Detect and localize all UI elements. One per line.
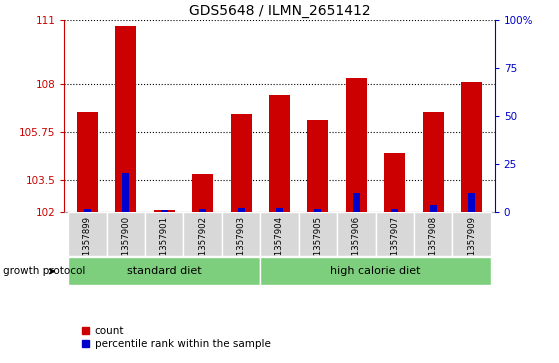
Bar bbox=[452, 212, 491, 256]
Bar bbox=[461, 82, 482, 212]
Bar bbox=[346, 78, 367, 212]
Text: GSM1357900: GSM1357900 bbox=[121, 216, 130, 274]
Bar bbox=[384, 152, 405, 212]
Bar bbox=[414, 212, 452, 256]
Bar bbox=[230, 114, 252, 212]
Legend: count, percentile rank within the sample: count, percentile rank within the sample bbox=[78, 322, 274, 353]
Text: GSM1357905: GSM1357905 bbox=[314, 216, 323, 274]
Bar bbox=[199, 208, 206, 212]
Bar bbox=[299, 212, 337, 256]
Bar bbox=[192, 174, 213, 212]
Bar bbox=[183, 212, 222, 256]
Bar bbox=[337, 212, 376, 256]
Text: GSM1357904: GSM1357904 bbox=[275, 216, 284, 274]
Title: GDS5648 / ILMN_2651412: GDS5648 / ILMN_2651412 bbox=[189, 4, 370, 17]
Text: GSM1357907: GSM1357907 bbox=[390, 216, 399, 274]
Bar bbox=[353, 193, 360, 212]
Bar bbox=[68, 212, 107, 256]
Bar bbox=[68, 257, 260, 285]
Bar bbox=[430, 205, 437, 212]
Bar bbox=[391, 208, 398, 212]
Bar bbox=[77, 112, 98, 212]
Text: GSM1357899: GSM1357899 bbox=[83, 216, 92, 274]
Bar bbox=[84, 208, 91, 212]
Text: GSM1357901: GSM1357901 bbox=[160, 216, 169, 274]
Bar bbox=[276, 208, 283, 212]
Bar bbox=[307, 121, 329, 212]
Text: GSM1357909: GSM1357909 bbox=[467, 216, 476, 274]
Bar bbox=[423, 112, 444, 212]
Bar bbox=[145, 212, 183, 256]
Text: GSM1357903: GSM1357903 bbox=[236, 216, 245, 274]
Text: GSM1357908: GSM1357908 bbox=[429, 216, 438, 274]
Bar bbox=[222, 212, 260, 256]
Bar bbox=[260, 257, 491, 285]
Bar bbox=[122, 173, 129, 212]
Bar bbox=[376, 212, 414, 256]
Bar bbox=[315, 208, 321, 212]
Bar bbox=[115, 26, 136, 212]
Text: GSM1357902: GSM1357902 bbox=[198, 216, 207, 274]
Bar bbox=[107, 212, 145, 256]
Text: high calorie diet: high calorie diet bbox=[330, 266, 421, 276]
Text: standard diet: standard diet bbox=[127, 266, 201, 276]
Bar bbox=[238, 208, 244, 212]
Bar bbox=[154, 210, 175, 212]
Bar bbox=[468, 193, 475, 212]
Bar bbox=[260, 212, 299, 256]
Text: GSM1357906: GSM1357906 bbox=[352, 216, 361, 274]
Bar bbox=[269, 95, 290, 212]
Bar bbox=[161, 211, 168, 212]
Text: growth protocol: growth protocol bbox=[3, 266, 85, 276]
